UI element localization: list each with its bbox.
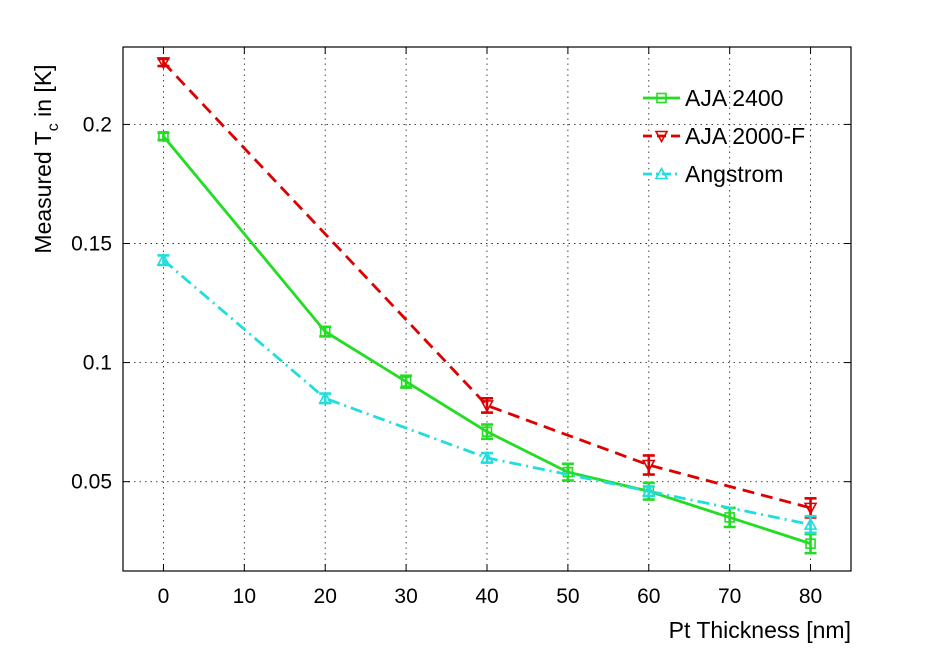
data-point (400, 376, 412, 387)
legend: AJA 2400 AJA 2000-F Angstrom (643, 85, 805, 187)
x-tick-label: 80 (799, 585, 822, 608)
y-axis-label-unit: in [K] (30, 64, 56, 123)
legend-item: AJA 2000-F (643, 123, 805, 149)
legend-label: AJA 2000-F (685, 123, 805, 149)
data-point (319, 326, 331, 337)
y-axis-label-subscript: c (45, 123, 62, 131)
y-axis-label-main: Measured T (30, 131, 56, 253)
data-point (641, 459, 656, 473)
series-angstrom (156, 253, 818, 535)
plot-area (123, 47, 851, 571)
legend-marker (654, 130, 669, 144)
y-tick-label: 0.2 (83, 113, 112, 136)
series-line (162, 135, 811, 545)
data-point (156, 253, 171, 266)
x-tick-label: 50 (556, 585, 579, 608)
y-tick-label: 0.05 (71, 471, 112, 494)
data-point (156, 57, 171, 70)
x-tick-label: 10 (233, 585, 256, 608)
y-tick-label: 0.15 (71, 233, 112, 256)
x-tick-label: 30 (394, 585, 417, 608)
series-group (156, 57, 818, 555)
x-tick-label: 0 (158, 585, 170, 608)
data-point (803, 517, 818, 530)
data-point (480, 400, 494, 413)
y-tick-label: 0.1 (83, 352, 112, 375)
legend-item: AJA 2400 (643, 85, 783, 111)
data-point (805, 538, 816, 549)
data-point (318, 391, 333, 404)
series-line (162, 61, 811, 510)
legend-label: AJA 2400 (685, 85, 783, 111)
legend-marker (656, 92, 667, 104)
legend-marker (654, 166, 669, 180)
axis-ticks: 0 10 20 30 40 50 60 70 80 0.05 0.1 0.15 0.2 (71, 47, 851, 608)
y-axis-label: Measured Tc in [K] (30, 64, 62, 253)
x-tick-label: 40 (475, 585, 498, 608)
x-tick-label: 20 (314, 585, 337, 608)
data-point (803, 502, 818, 516)
data-point (641, 484, 656, 497)
data-point (158, 131, 169, 142)
data-point (481, 426, 493, 437)
data-point (562, 466, 574, 478)
data-point (724, 512, 735, 523)
x-axis-label: Pt Thickness [nm] (669, 617, 851, 643)
data-point (480, 450, 494, 464)
legend-label: Angstrom (685, 161, 783, 187)
series-aja-2400 (157, 131, 817, 555)
grid-lines (123, 47, 851, 571)
legend-item: Angstrom (643, 161, 783, 187)
x-tick-label: 60 (637, 585, 660, 608)
x-tick-label: 70 (718, 585, 741, 608)
